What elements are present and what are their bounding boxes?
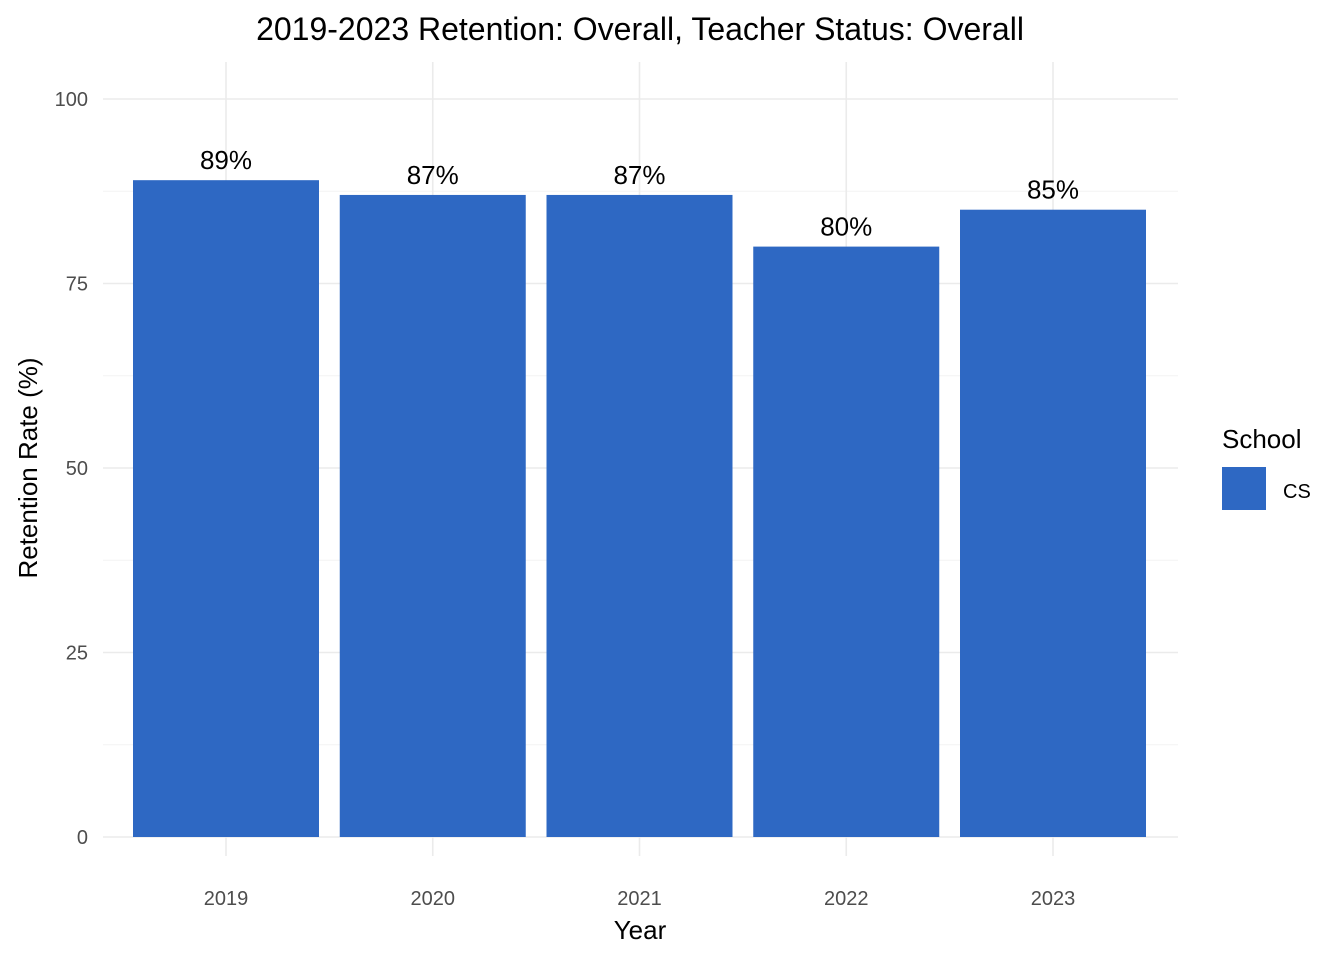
legend: School CS (1222, 424, 1311, 510)
y-tick-label: 50 (66, 458, 88, 480)
x-tick-label: 2019 (204, 888, 249, 910)
legend-swatch-cs (1222, 467, 1266, 510)
x-tick-label: 2021 (617, 888, 662, 910)
legend-title: School (1222, 424, 1302, 454)
y-axis-ticks: 0 25 50 75 100 (55, 89, 88, 849)
bar-2022 (753, 246, 940, 838)
data-label-2023: 85% (1027, 175, 1079, 205)
data-label-2022: 80% (820, 212, 872, 242)
x-axis-title: Year (614, 915, 667, 945)
bar-2019 (133, 180, 319, 837)
data-label-2020: 87% (407, 160, 459, 190)
x-axis-ticks: 2019 2020 2021 2022 2023 (204, 888, 1076, 910)
bars (133, 180, 1146, 838)
x-tick-label: 2020 (411, 888, 456, 910)
y-tick-label: 25 (66, 643, 88, 665)
bar-2020 (339, 194, 526, 837)
chart-title: 2019-2023 Retention: Overall, Teacher St… (256, 11, 1024, 47)
x-tick-label: 2023 (1031, 888, 1076, 910)
y-tick-label: 75 (66, 274, 88, 296)
y-axis-title: Retention Rate (%) (13, 357, 43, 578)
y-tick-label: 100 (55, 89, 88, 111)
bar-2021 (546, 194, 733, 837)
bar-2023 (960, 209, 1146, 837)
data-label-2019: 89% (200, 145, 252, 175)
y-tick-label: 0 (77, 827, 88, 849)
x-tick-label: 2022 (824, 888, 869, 910)
legend-label-cs: CS (1283, 481, 1311, 503)
data-label-2021: 87% (613, 160, 665, 190)
data-labels: 89% 87% 87% 80% 85% (200, 145, 1079, 241)
